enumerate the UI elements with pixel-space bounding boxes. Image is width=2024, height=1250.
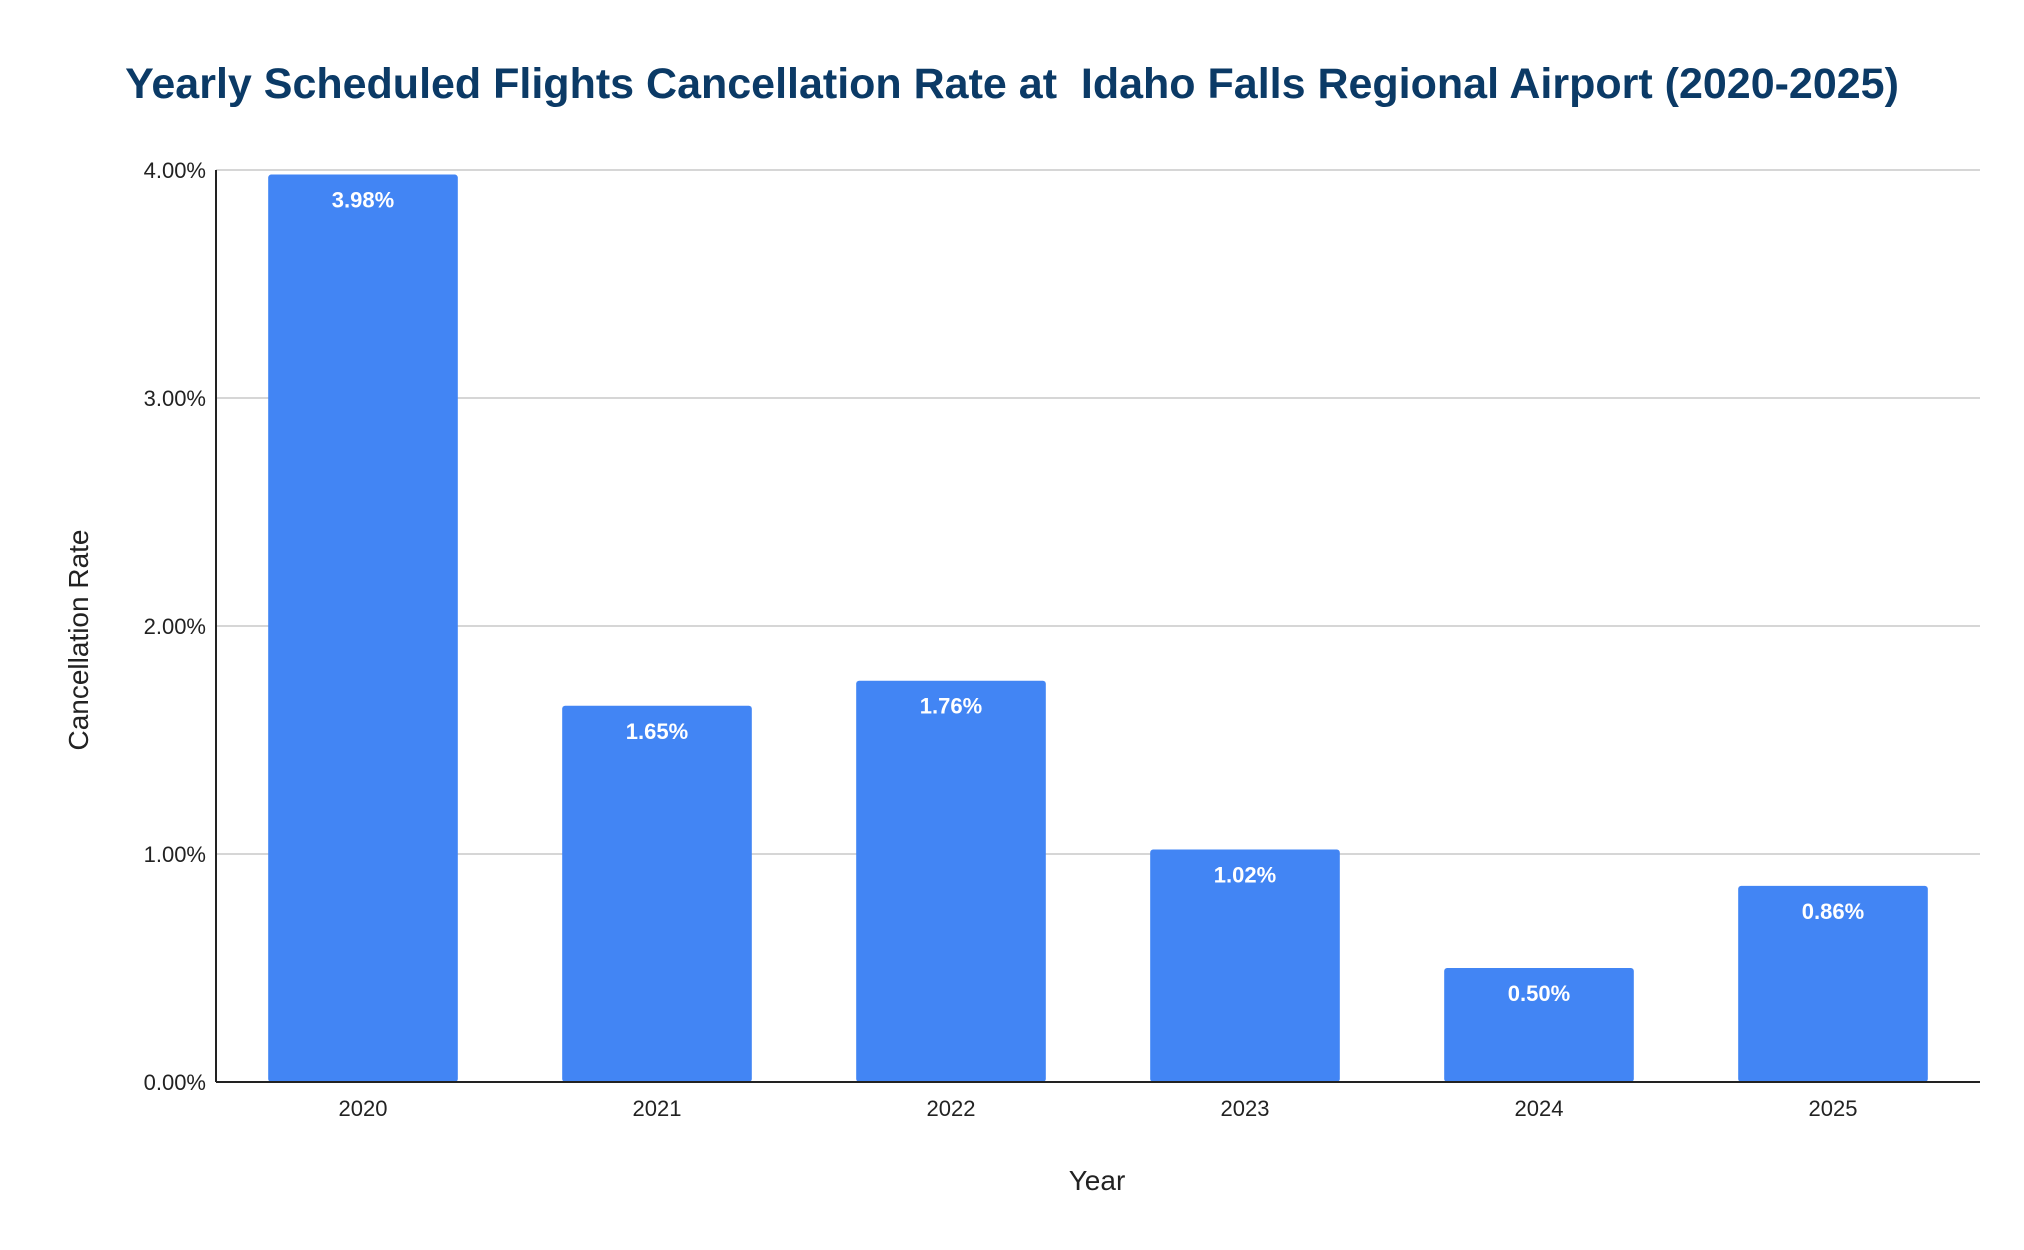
y-tick-label: 4.00% <box>144 158 206 183</box>
data-label: 1.65% <box>626 719 688 744</box>
axes: 0.00% 1.00% 2.00% 3.00% 4.00% 2020 2021 2022 202… <box>144 158 1980 1121</box>
y-tick-label: 1.00% <box>144 842 206 867</box>
gridlines <box>216 169 1980 855</box>
y-tick-label: 2.00% <box>144 614 206 639</box>
x-tick-label: 2024 <box>1515 1096 1564 1121</box>
x-tick-label: 2022 <box>927 1096 976 1121</box>
x-tick-label: 2023 <box>1221 1096 1270 1121</box>
bar-2021 <box>562 705 752 1082</box>
data-label: 1.76% <box>920 694 982 719</box>
data-label: 0.86% <box>1802 899 1864 924</box>
data-label: 0.50% <box>1508 981 1570 1006</box>
x-tick-label: 2025 <box>1809 1096 1858 1121</box>
x-tick-label: 2020 <box>339 1096 388 1121</box>
x-tick-label: 2021 <box>633 1096 682 1121</box>
y-tick-label: 3.00% <box>144 386 206 411</box>
bar-2025 <box>1738 885 1928 1082</box>
data-label: 3.98% <box>332 188 394 213</box>
chart-title: Yearly Scheduled Flights Cancellation Ra… <box>125 60 1899 108</box>
bar-2024 <box>1444 968 1634 1082</box>
y-tick-label: 0.00% <box>144 1070 206 1095</box>
y-axis-title: Cancellation Rate <box>63 529 94 750</box>
bar-2022 <box>856 680 1046 1082</box>
bar-2020 <box>268 174 458 1082</box>
bars <box>268 174 1928 1082</box>
data-label: 1.02% <box>1214 862 1276 887</box>
bar-2023 <box>1150 849 1340 1082</box>
data-labels: 3.98% 1.65% 1.76% 1.02% 0.50% 0.86% <box>332 188 1864 1006</box>
x-axis-title: Year <box>1069 1165 1126 1196</box>
